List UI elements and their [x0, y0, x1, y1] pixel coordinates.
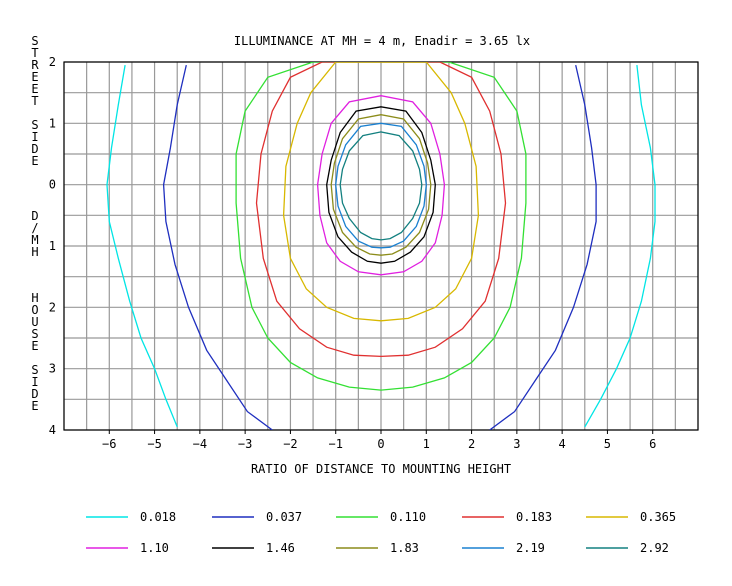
legend-label: 1.83 — [390, 541, 419, 555]
contour-1-46 — [326, 106, 436, 264]
x-tick-label: −3 — [238, 437, 252, 451]
y-label-house-side: E — [31, 399, 38, 413]
contour-0-365 — [282, 62, 480, 322]
y-label-house-side: H — [31, 291, 38, 305]
legend-label: 0.365 — [640, 510, 676, 524]
y-tick-label: 1 — [49, 239, 56, 253]
y-label-dmh: / — [31, 221, 38, 235]
y-label-house-side: O — [31, 303, 38, 317]
y-label-dmh: D — [31, 209, 38, 223]
contour-2-19 — [335, 122, 427, 249]
contour-0-037-right — [489, 64, 597, 430]
x-tick-label: 5 — [604, 437, 611, 451]
legend-label: 2.19 — [516, 541, 545, 555]
y-tick-label: 2 — [49, 55, 56, 69]
x-tick-label: −2 — [283, 437, 297, 451]
y-label-street-side: T — [31, 94, 38, 108]
legend-label: 0.018 — [140, 510, 176, 524]
contour-2-92 — [339, 131, 423, 241]
y-label-street-side: E — [31, 70, 38, 84]
y-label-street-side: I — [31, 130, 38, 144]
y-label-dmh: M — [31, 233, 38, 247]
contour-0-183 — [255, 62, 507, 358]
y-label-street-side: S — [31, 118, 38, 132]
y-label-street-side: S — [31, 34, 38, 48]
x-tick-label: −6 — [102, 437, 116, 451]
legend: 0.018 0.037 0.110 0.183 0.365 1.10 1.46 1.83 2.1… — [86, 510, 676, 555]
chart-title: ILLUMINANCE AT MH = 4 m, Enadir = 3.65 l… — [234, 34, 530, 48]
legend-label: 2.92 — [640, 541, 669, 555]
y-label-dmh: H — [31, 245, 38, 259]
x-tick-label: 3 — [513, 437, 520, 451]
x-axis-label: RATIO OF DISTANCE TO MOUNTING HEIGHT — [251, 462, 511, 476]
x-tick-label: 4 — [559, 437, 566, 451]
y-label-house-side: D — [31, 387, 38, 401]
x-tick-labels: −6 −5 −4 −3 −2 −1 0 1 2 3 4 5 6 — [102, 437, 656, 451]
y-label-street-side: E — [31, 82, 38, 96]
contour-1-83 — [330, 114, 432, 256]
contour-0-110 — [235, 62, 527, 391]
contour-0-018-left — [106, 64, 178, 428]
x-tick-label: 1 — [423, 437, 430, 451]
y-label-street-side: D — [31, 142, 38, 156]
x-tick-label: −4 — [193, 437, 207, 451]
y-label-house-side: E — [31, 339, 38, 353]
x-tick-label: 0 — [377, 437, 384, 451]
legend-label: 0.183 — [516, 510, 552, 524]
legend-label: 0.110 — [390, 510, 426, 524]
y-label-street-side: R — [31, 58, 39, 72]
y-tick-label: 4 — [49, 423, 56, 437]
y-label-house-side: U — [31, 315, 38, 329]
legend-label: 0.037 — [266, 510, 302, 524]
y-tick-labels: 2 1 0 1 2 3 4 — [49, 55, 56, 437]
y-label-house-side: I — [31, 375, 38, 389]
y-tick-label: 2 — [49, 300, 56, 314]
legend-label: 1.46 — [266, 541, 295, 555]
plot-area — [63, 61, 699, 434]
y-tick-label: 1 — [49, 116, 56, 130]
x-tick-label: −1 — [328, 437, 342, 451]
contour-1-10 — [316, 95, 446, 276]
contour-0-037-left — [162, 64, 273, 430]
y-label-street-side: E — [31, 154, 38, 168]
y-label-house-side: S — [31, 363, 38, 377]
contour-0-018-right — [584, 65, 656, 428]
y-tick-label: 3 — [49, 362, 56, 376]
x-tick-label: −5 — [147, 437, 161, 451]
x-tick-label: 2 — [468, 437, 475, 451]
y-label-street-side: T — [31, 46, 38, 60]
legend-label: 1.10 — [140, 541, 169, 555]
y-tick-label: 0 — [49, 178, 56, 192]
x-tick-label: 6 — [649, 437, 656, 451]
y-label-house-side: S — [31, 327, 38, 341]
contour-lines — [106, 62, 656, 430]
